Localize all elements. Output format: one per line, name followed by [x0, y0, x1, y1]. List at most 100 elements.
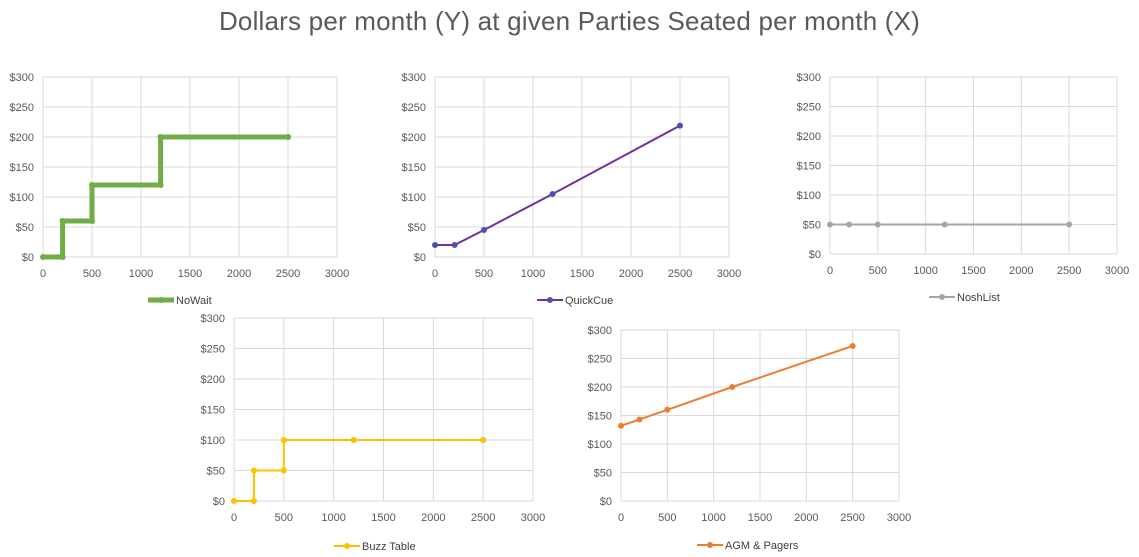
x-tick-label: 2000	[1009, 265, 1033, 277]
x-tick-label: 0	[40, 268, 46, 280]
series-line-nowait	[43, 134, 288, 260]
data-point	[480, 437, 487, 443]
y-tick-label: $100	[797, 190, 821, 202]
data-point	[677, 122, 683, 129]
page-title: Dollars per month (Y) at given Parties S…	[218, 6, 921, 36]
y-tick-label: $50	[16, 222, 34, 234]
legend-marker	[939, 294, 945, 300]
y-tick-label: $250	[588, 354, 612, 366]
data-point	[280, 467, 287, 474]
x-tick-label: 2500	[668, 268, 692, 280]
y-tick-label: $150	[402, 162, 426, 174]
x-tick-label: 0	[827, 265, 833, 277]
y-tick-label: $0	[600, 496, 612, 508]
y-tick-label: $300	[588, 325, 612, 337]
data-point	[89, 182, 95, 188]
data-point	[846, 221, 853, 228]
y-tick-label: $300	[201, 313, 225, 325]
data-point	[350, 437, 357, 443]
x-tick-label: 500	[869, 265, 887, 277]
chart-4: 0 500 1000 1500 2000 2500 3000 $0 $50 $100 $150 $20…	[201, 313, 546, 553]
y-tick-label: $100	[402, 192, 426, 204]
x-tick-label: 0	[231, 512, 237, 524]
data-point	[59, 254, 66, 260]
x-tick-label: 2500	[471, 512, 495, 524]
legend-label: NoWait	[176, 295, 212, 307]
data-point	[432, 242, 438, 248]
x-tick-label: 3000	[887, 512, 911, 524]
data-point	[451, 242, 458, 248]
data-point	[941, 221, 948, 228]
data-point	[89, 218, 95, 224]
data-point	[250, 467, 257, 474]
chart-2: 0 500 1000 1500 2000 2500 3000 $0 $50 $100 $150 $20…	[402, 72, 742, 307]
legend-label: Buzz Table	[362, 541, 416, 553]
y-tick-label: $300	[402, 72, 426, 84]
y-tick-label: $250	[402, 102, 426, 114]
data-point	[59, 218, 66, 224]
data-point	[481, 227, 487, 233]
y-tick-label: $300	[10, 72, 34, 84]
y-tick-label: $200	[201, 374, 225, 386]
data-point	[231, 498, 237, 504]
x-tick-label: 0	[432, 268, 438, 280]
x-tick-label: 2500	[276, 268, 300, 280]
x-tick-label: 1000	[129, 268, 153, 280]
x-tick-label: 1000	[701, 512, 725, 524]
x-tick-label: 3000	[325, 268, 349, 280]
data-point	[40, 254, 46, 260]
chart-1: 0 500 1000 1500 2000 2500 3000 $0 $50 $100 $150 $20…	[10, 72, 350, 307]
x-tick-label: 1500	[748, 512, 772, 524]
x-tick-label: 500	[475, 268, 493, 280]
y-tick-label: $150	[201, 405, 225, 417]
series-line-agm-pagers	[620, 345, 853, 427]
y-tick-label: $100	[10, 192, 34, 204]
x-tick-label: 500	[83, 268, 101, 280]
legend-marker	[707, 542, 713, 548]
y-tick-label: $50	[803, 220, 821, 232]
x-tick-label: 1000	[521, 268, 545, 280]
data-point	[285, 134, 291, 140]
y-tick-label: $250	[10, 102, 34, 114]
x-tick-label: 1500	[178, 268, 202, 280]
data-point	[157, 182, 164, 188]
x-tick-label: 1500	[570, 268, 594, 280]
data-point	[664, 406, 671, 413]
data-point	[849, 342, 856, 349]
legend-label: AGM & Pagers	[725, 540, 799, 552]
y-tick-label: $0	[809, 249, 821, 261]
x-tick-label: 3000	[1105, 265, 1129, 277]
y-tick-label: $50	[207, 466, 225, 478]
y-tick-label: $150	[588, 411, 612, 423]
y-tick-label: $200	[797, 131, 821, 143]
x-tick-label: 2000	[421, 512, 445, 524]
x-tick-label: 2500	[840, 512, 864, 524]
x-tick-label: 1500	[961, 265, 985, 277]
data-point	[827, 221, 833, 228]
chart-5: 0 500 1000 1500 2000 2500 3000 $0 $50 $100 $150 $20…	[588, 325, 912, 552]
data-point	[618, 422, 624, 429]
y-tick-label: $100	[588, 439, 612, 451]
x-tick-label: 2000	[227, 268, 251, 280]
x-tick-label: 1500	[371, 512, 395, 524]
data-point	[250, 498, 257, 504]
y-tick-label: $250	[201, 344, 225, 356]
data-point	[874, 221, 881, 228]
legend-marker	[547, 297, 553, 303]
y-tick-label: $150	[797, 161, 821, 173]
x-tick-label: 3000	[521, 512, 545, 524]
x-tick-label: 1000	[321, 512, 345, 524]
y-tick-label: $200	[402, 132, 426, 144]
x-tick-label: 2000	[619, 268, 643, 280]
legend-marker	[344, 543, 350, 549]
y-tick-label: $0	[414, 252, 426, 264]
y-tick-label: $100	[201, 435, 225, 447]
y-tick-label: $250	[797, 102, 821, 114]
data-point	[549, 191, 556, 197]
x-tick-label: 500	[658, 512, 676, 524]
data-point	[280, 437, 287, 443]
x-tick-label: 2500	[1057, 265, 1081, 277]
x-tick-label: 0	[618, 512, 624, 524]
y-tick-label: $200	[588, 382, 612, 394]
